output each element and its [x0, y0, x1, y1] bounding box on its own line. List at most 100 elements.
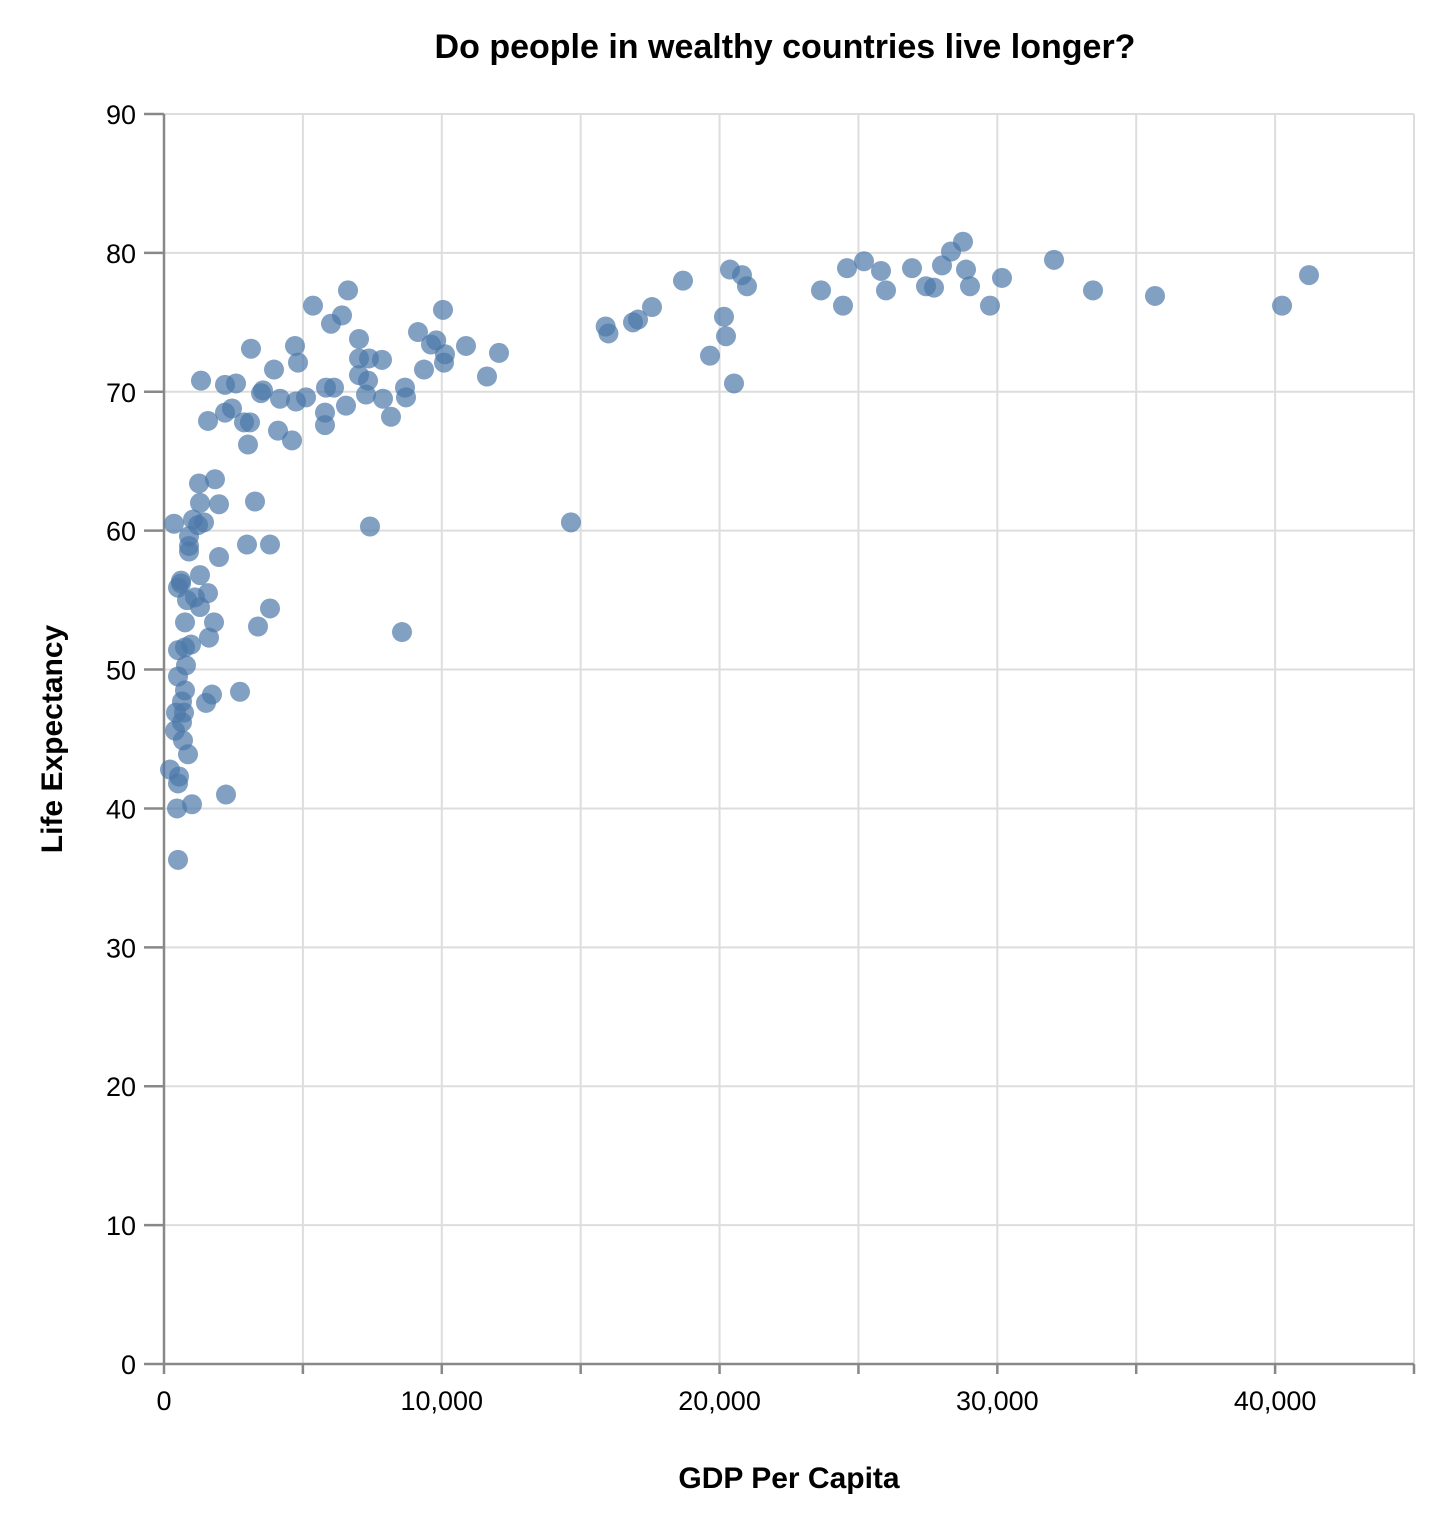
- data-point: [421, 334, 441, 355]
- data-point: [871, 260, 891, 281]
- data-point: [360, 516, 380, 537]
- data-point: [477, 366, 497, 387]
- data-point: [241, 338, 261, 359]
- data-point: [260, 534, 280, 555]
- data-point: [245, 491, 265, 512]
- data-point: [168, 640, 188, 661]
- data-point: [251, 383, 271, 404]
- data-point: [168, 577, 188, 598]
- data-point: [179, 541, 199, 562]
- data-point: [303, 295, 323, 316]
- data-point: [902, 258, 922, 279]
- data-point: [373, 388, 393, 409]
- y-tick-label: 50: [106, 656, 136, 686]
- data-point: [160, 759, 180, 780]
- x-tick-label: 20,000: [678, 1386, 761, 1416]
- data-point: [336, 395, 356, 416]
- data-point: [189, 473, 209, 494]
- data-point: [356, 384, 376, 405]
- data-point: [724, 373, 744, 394]
- data-point: [1272, 295, 1293, 316]
- data-point: [623, 312, 643, 333]
- data-point: [315, 415, 335, 436]
- data-point: [720, 259, 740, 280]
- data-point: [673, 270, 693, 291]
- y-tick-label: 0: [121, 1350, 136, 1380]
- data-point: [238, 434, 258, 455]
- data-point: [183, 509, 203, 530]
- data-point: [338, 280, 358, 301]
- data-point: [165, 720, 185, 741]
- data-point: [179, 526, 199, 547]
- x-tick-label: 0: [156, 1386, 171, 1416]
- data-point: [196, 692, 216, 713]
- axes: 0 10,000 20,000 30,000 40,000 0 10 20 30 40 50 60 70…: [106, 100, 1416, 1416]
- data-point: [349, 365, 369, 386]
- data-point: [204, 612, 224, 633]
- data-point: [1145, 285, 1165, 306]
- y-tick-label: 80: [106, 239, 136, 269]
- data-point: [1083, 280, 1103, 301]
- data-point: [248, 616, 268, 637]
- y-tick-label: 70: [106, 378, 136, 408]
- data-point: [288, 352, 308, 373]
- x-tick-label: 10,000: [400, 1386, 483, 1416]
- data-point: [392, 622, 412, 643]
- data-point: [175, 612, 195, 633]
- data-point: [270, 388, 290, 409]
- data-point: [285, 335, 305, 356]
- y-tick-label: 90: [106, 100, 136, 130]
- y-tick-label: 10: [106, 1211, 136, 1241]
- data-point: [199, 627, 219, 648]
- data-point: [190, 492, 210, 513]
- data-point: [215, 402, 235, 423]
- y-tick-label: 60: [106, 517, 136, 547]
- y-tick-label: 30: [106, 933, 136, 963]
- data-point: [716, 326, 736, 347]
- data-point: [205, 469, 225, 490]
- data-point: [230, 681, 250, 702]
- data-point: [321, 313, 341, 334]
- data-point: [282, 430, 302, 451]
- data-point: [433, 299, 453, 320]
- data-point: [992, 267, 1012, 288]
- data-point: [489, 342, 509, 363]
- data-point: [837, 258, 857, 279]
- data-point: [876, 280, 896, 301]
- data-point: [642, 297, 662, 318]
- data-point: [190, 565, 210, 586]
- data-point: [408, 322, 428, 343]
- data-point: [234, 412, 254, 433]
- gridlines: [163, 113, 1415, 1365]
- data-point: [316, 377, 336, 398]
- data-point: [1299, 265, 1319, 286]
- x-tick-label: 30,000: [956, 1386, 1039, 1416]
- x-axis-title: GDP Per Capita: [678, 1462, 900, 1495]
- data-point: [414, 359, 434, 380]
- chart-title: Do people in wealthy countries live long…: [435, 28, 1136, 66]
- data-point: [456, 335, 476, 356]
- data-point: [268, 420, 288, 441]
- y-tick-label: 20: [106, 1072, 136, 1102]
- x-tick-label: 40,000: [1234, 1386, 1317, 1416]
- data-point: [714, 306, 734, 327]
- data-point: [396, 387, 416, 408]
- data-point: [381, 406, 401, 427]
- data-point: [191, 370, 211, 391]
- data-point: [916, 276, 936, 297]
- data-point: [286, 391, 306, 412]
- data-point: [811, 280, 831, 301]
- data-point: [168, 666, 188, 687]
- data-points: [160, 231, 1319, 870]
- data-point: [1044, 249, 1064, 270]
- data-point: [956, 259, 976, 280]
- data-point: [700, 345, 720, 366]
- data-point: [237, 534, 257, 555]
- data-point: [264, 359, 284, 380]
- data-point: [182, 794, 202, 815]
- data-point: [216, 784, 236, 805]
- data-point: [833, 295, 853, 316]
- data-point: [260, 598, 280, 619]
- data-point: [349, 329, 369, 349]
